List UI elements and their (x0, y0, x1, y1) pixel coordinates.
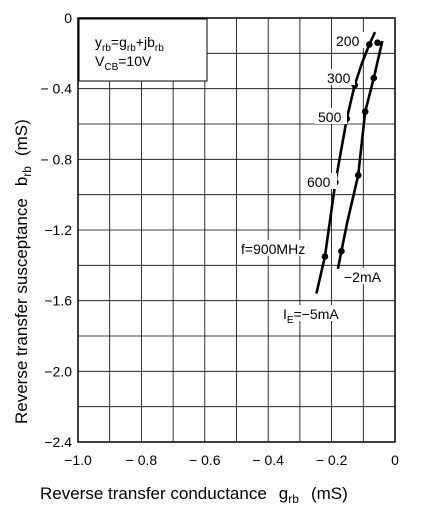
legend-box-frame (78, 18, 208, 82)
label-bg-200 (334, 32, 364, 48)
label-bg-300 (325, 69, 355, 85)
data-point (321, 253, 329, 260)
data-point (361, 108, 369, 115)
grid (78, 18, 395, 442)
series-label-5ma: IE=−5mA (283, 306, 339, 326)
freq-label-900: f=900MHz (241, 241, 305, 257)
legend-line-1: yrb=grb+jbrb (95, 34, 164, 54)
y-tick-label: 0 (64, 10, 72, 26)
x-axis-title: Reverse transfer conductance grb (mS) (40, 484, 348, 506)
y-tick-label: − 0.4 (40, 81, 72, 97)
x-tick-label: − 0.6 (189, 452, 221, 468)
label-bg-5ma (281, 305, 360, 321)
x-tick-label: − 0.2 (316, 452, 348, 468)
x-tick-label: − 0.8 (126, 452, 158, 468)
x-tick-label: −1.0 (64, 452, 92, 468)
series-label-2ma: −2mA (344, 269, 382, 285)
y-tick-label: − 0.8 (40, 151, 72, 167)
y-axis-title: Reverse transfer susceptancebrb(mS) (12, 119, 34, 424)
x-tick-label: − 0.4 (252, 452, 284, 468)
data-point (370, 74, 378, 82)
label-bg-500 (315, 108, 347, 124)
data-point (366, 41, 373, 48)
y-tick-label: −1.6 (44, 293, 72, 309)
plot-frame (77, 17, 396, 443)
legend-line-2: VCB=10V (95, 53, 152, 73)
freq-label-200: 200 (336, 33, 360, 49)
data-point (374, 39, 381, 47)
freq-label-500: 500 (318, 109, 342, 125)
y-tick-label: −2.4 (44, 434, 72, 450)
series-line-0 (315, 31, 377, 294)
data-point (338, 247, 345, 255)
label-bg-2ma (343, 268, 391, 284)
label-bg-900 (239, 240, 318, 256)
y-tick-label: −2.0 (44, 363, 72, 379)
y-tick-label: −1.2 (44, 222, 72, 238)
data-point (354, 171, 362, 179)
x-tick-label: 0 (391, 452, 399, 468)
freq-label-600: 600 (307, 174, 331, 190)
series-layer (315, 31, 384, 294)
label-bg-600 (305, 173, 337, 189)
x-tick-labels: −1.0 − 0.8 − 0.6 − 0.4 − 0.2 0 (64, 452, 399, 468)
y-tick-labels: 0 − 0.4 − 0.8 −1.2 −1.6 −2.0 −2.4 (40, 10, 72, 450)
freq-label-300: 300 (327, 70, 351, 86)
